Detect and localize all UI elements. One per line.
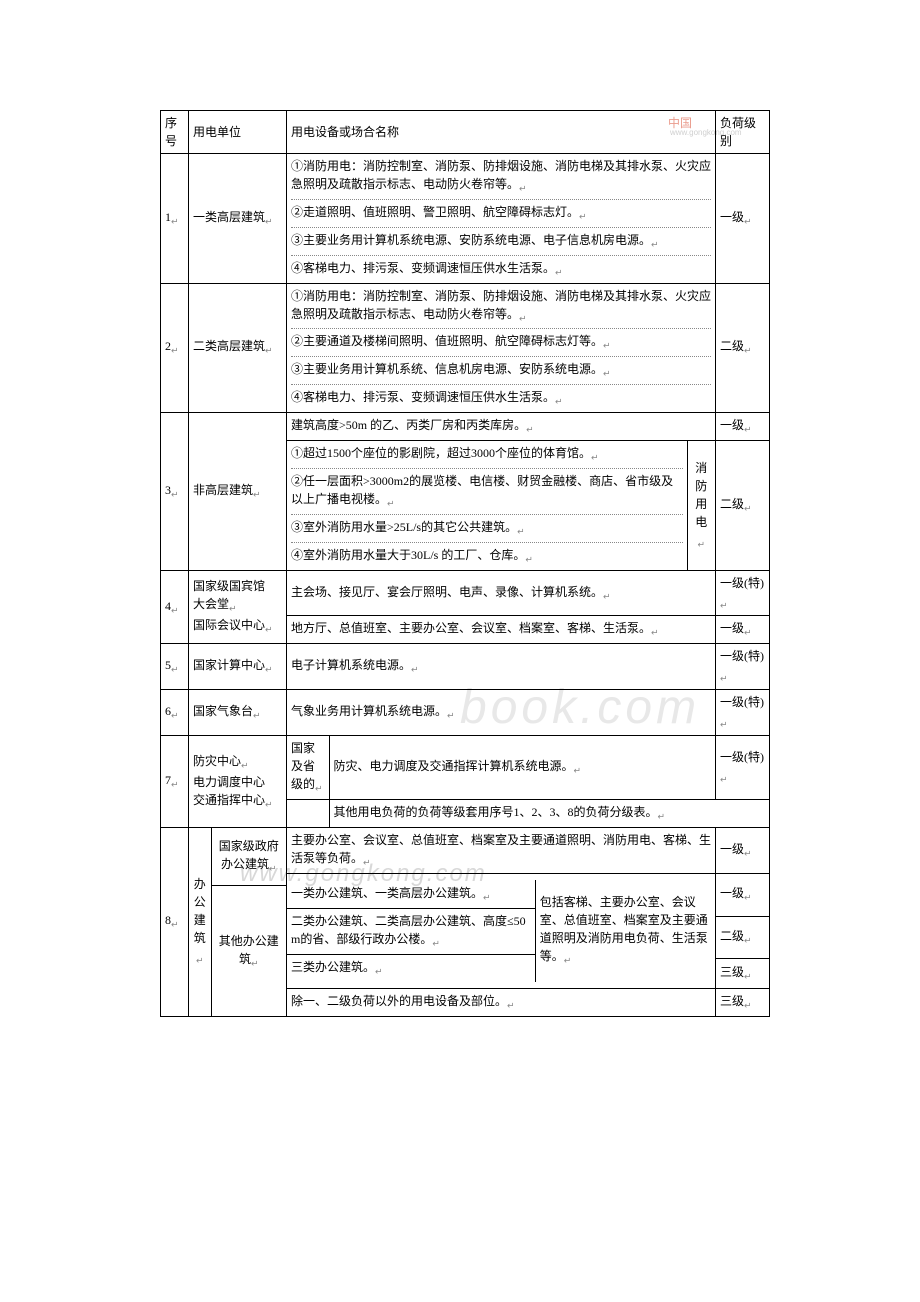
header-equip: 用电设备或场合名称 [287,111,716,154]
row8-seq: 8↵ [161,827,189,1016]
row8-sub1: 国家级政府办公建筑↵ [211,828,286,886]
row3-body-equip: ①超过1500个座位的影剧院，超过3000个座位的体育馆。↵ ②任一层面积>30… [287,441,716,571]
row7-line2: 其他用电负荷的负荷等级套用序号1、2、3、8的负荷分级表。↵ [329,800,769,827]
row1-unit: 一类高层建筑↵ [189,154,287,284]
row1-equip: ①消防用电：消防控制室、消防泵、防排烟设施、消防电梯及其排水泵、火灾应急照明及疏… [287,154,716,284]
row2-seq: 2↵ [161,283,189,413]
row8-r2c: 三类办公建筑。↵ [287,954,535,981]
row6-equip: 气象业务用计算机系统电源。↵ [287,690,716,736]
row4-level1: 一级(特)↵ [716,570,770,616]
header-seq: 序号 [161,111,189,154]
row7-side: 国家及省级的↵ [287,736,329,799]
row7-seq: 7↵ [161,736,189,828]
load-level-table: 序号 用电单位 用电设备或场合名称 负荷级别 1↵ 一类高层建筑↵ ①消防用电：… [160,110,770,1017]
row6-unit: 国家气象台↵ [189,690,287,736]
row3-level: 二级↵ [716,441,770,571]
row4-seq: 4↵ [161,570,189,644]
row1-seq: 1↵ [161,154,189,284]
row4-line1: 主会场、接见厅、宴会厅照明、电声、录像、计算机系统。↵ [287,570,716,616]
row3-seq: 3↵ [161,413,189,570]
document-page: 序号 用电单位 用电设备或场合名称 负荷级别 1↵ 一类高层建筑↵ ①消防用电：… [160,110,770,1017]
row3-top-level: 一级↵ [716,413,770,441]
row5-unit: 国家计算中心↵ [189,644,287,690]
row8-line1: 主要办公室、会议室、总值班室、档案室及主要通道照明、消防用电、客梯、生活泵等负荷… [287,827,716,873]
row8-r2a: 一类办公建筑、一类高层办公建筑。↵ [287,880,535,908]
row5-equip: 电子计算机系统电源。↵ [287,644,716,690]
row2-equip: ①消防用电：消防控制室、消防泵、防排烟设施、消防电梯及其排水泵、火灾应急照明及疏… [287,283,716,413]
row6-seq: 6↵ [161,690,189,736]
row2-unit: 二类高层建筑↵ [189,283,287,413]
row5-level: 一级(特)↵ [716,644,770,690]
row8-r2b: 二类办公建筑、二类高层办公建筑、高度≤50m的省、部级行政办公楼。↵ [287,908,535,954]
row8-r2r: 包括客梯、主要办公室、会议室、总值班室、档案室及主要通道照明及消防用电负荷、生活… [535,880,715,981]
row8-mid-wrap: 一类办公建筑、一类高层办公建筑。↵ 包括客梯、主要办公室、会议室、总值班室、档案… [287,873,716,988]
header-unit: 用电单位 [189,111,287,154]
row8-lvb: 二级↵ [716,916,770,959]
row7-level1: 一级(特)↵ [716,736,770,800]
row3-side-label: 消防用电↵ [687,441,715,570]
row8-sub2: 其他办公建筑↵ [211,886,286,1016]
row3-top-equip: 建筑高度>50m 的乙、丙类厂房和丙类库房。↵ [287,413,716,441]
header-level: 负荷级别 [716,111,770,154]
row7-line1: 防灾、电力调度及交通指挥计算机系统电源。↵ [329,736,715,799]
row4-level2: 一级↵ [716,616,770,644]
row4-line2: 地方厅、总值班室、主要办公室、会议室、档案室、客梯、生活泵。↵ [287,616,716,644]
row8-lvc: 三级↵ [716,959,770,989]
row7-line2-wrap: 其他用电负荷的负荷等级套用序号1、2、3、8的负荷分级表。↵ [287,800,770,828]
row7-body: 国家及省级的↵ 防灾、电力调度及交通指挥计算机系统电源。↵ [287,736,716,800]
row1-level: 一级↵ [716,154,770,284]
row6-level: 一级(特)↵ [716,690,770,736]
row3-unit: 非高层建筑↵ [189,413,287,570]
row8-level1: 一级↵ [716,827,770,873]
row8-unit-wrap: 办公建筑↵ 国家级政府办公建筑↵ 其他办公建筑↵ [189,827,287,1016]
row2-level: 二级↵ [716,283,770,413]
row8-last-line: 除一、二级负荷以外的用电设备及部位。↵ [287,989,716,1017]
row7-unit: 防灾中心↵ 电力调度中心 交通指挥中心↵ [189,736,287,828]
row8-lva: 一级↵ [716,873,770,916]
row8-unit: 办公建筑↵ [189,828,211,1016]
row5-seq: 5↵ [161,644,189,690]
row8-last-level: 三级↵ [716,989,770,1017]
row4-unit: 国家级国宾馆 大会堂↵ 国际会议中心↵ [189,570,287,644]
